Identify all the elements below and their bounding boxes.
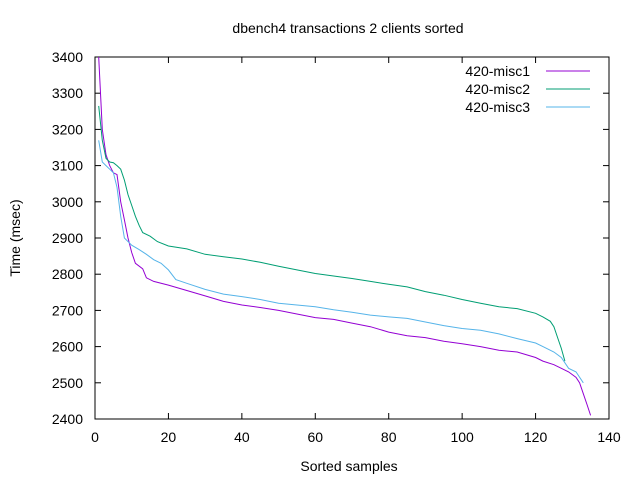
x-tick-label: 0 [91, 429, 99, 445]
legend-label: 420-misc1 [465, 63, 530, 79]
y-tick-label: 3200 [52, 121, 83, 137]
series-group [98, 56, 592, 416]
x-tick-label: 20 [161, 429, 177, 445]
y-tick-label: 2500 [52, 375, 83, 391]
y-tick-label: 3400 [52, 49, 83, 65]
x-tick-label: 40 [234, 429, 250, 445]
x-tick-label: 120 [524, 429, 548, 445]
y-axis: 2400 2500 2600 2700 2800 2900 3000 3100 3200 3300… [52, 49, 609, 427]
y-tick-label: 3300 [52, 85, 83, 101]
series-line-420-misc1 [98, 56, 592, 416]
legend-label: 420-misc2 [465, 81, 530, 97]
legend-label: 420-misc3 [465, 99, 530, 115]
plot-area [94, 56, 610, 420]
plot-border [94, 56, 610, 420]
y-tick-label: 2800 [52, 266, 83, 282]
x-tick-label: 100 [450, 429, 474, 445]
x-tick-label: 140 [597, 429, 621, 445]
y-tick-label: 2400 [52, 411, 83, 427]
legend: 420-misc1 420-misc2 420-misc3 [465, 63, 590, 115]
x-tick-label: 80 [381, 429, 397, 445]
y-tick-label: 3100 [52, 158, 83, 174]
series-line-420-misc2 [98, 105, 566, 362]
y-tick-label: 2600 [52, 339, 83, 355]
x-axis: 0 20 40 60 80 100 120 140 [91, 57, 621, 445]
x-axis-title: Sorted samples [300, 458, 397, 474]
y-tick-label: 2900 [52, 230, 83, 246]
y-axis-title: Time (msec) [7, 199, 23, 276]
chart-title: dbench4 transactions 2 clients sorted [232, 20, 463, 36]
x-tick-label: 60 [307, 429, 323, 445]
series-line-420-misc3 [98, 140, 584, 384]
y-tick-label: 2700 [52, 302, 83, 318]
y-tick-label: 3000 [52, 194, 83, 210]
